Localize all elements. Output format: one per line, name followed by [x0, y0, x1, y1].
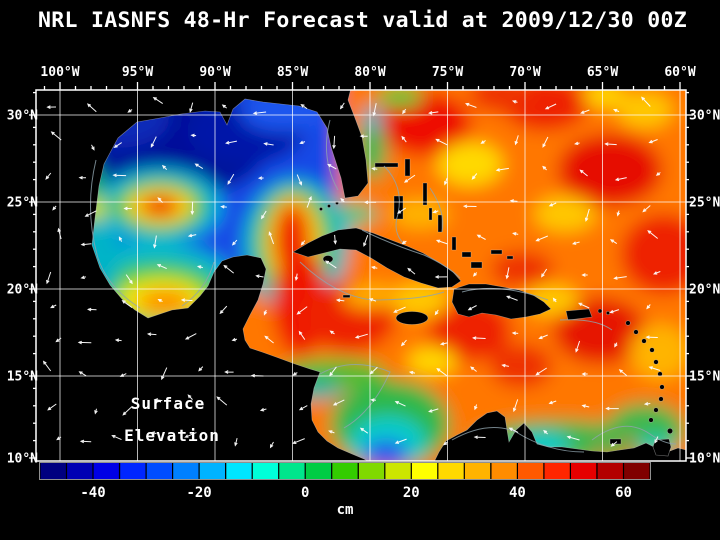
jamaica — [395, 311, 429, 325]
grid-lines — [36, 90, 686, 461]
latitude-label: 20°N — [689, 283, 720, 298]
colorbar: -40 -20 0 20 40 60 cm — [39, 462, 651, 518]
latitude-labels-right: 30°N 25°N 20°N 15°N 10°N — [689, 109, 720, 467]
map-area — [36, 90, 686, 461]
latitude-label: 15°N — [7, 370, 38, 385]
colorbar-border — [39, 462, 651, 480]
longitude-label: 70°W — [509, 65, 540, 80]
latitude-label: 30°N — [689, 109, 720, 124]
margarita — [609, 438, 622, 445]
colorbar-tick-label: 60 — [615, 485, 632, 501]
longitude-label: 85°W — [277, 65, 308, 80]
latitude-labels-left: 30°N 25°N 20°N 15°N 10°N — [7, 109, 38, 467]
latitude-label: 10°N — [7, 452, 38, 467]
colorbar-tick-label: 20 — [403, 485, 420, 501]
longitude-label: 60°W — [664, 65, 695, 80]
colorbar-tick-label: 40 — [509, 485, 526, 501]
longitude-label: 100°W — [40, 65, 79, 80]
vector-field — [42, 96, 661, 449]
longitude-label: 90°W — [199, 65, 230, 80]
longitude-label: 75°W — [432, 65, 463, 80]
latitude-label: 10°N — [689, 452, 720, 467]
longitude-labels: 100°W 95°W 90°W 85°W 80°W 75°W 70°W 65°W… — [40, 65, 695, 80]
latitude-label: 20°N — [7, 283, 38, 298]
longitude-label: 95°W — [122, 65, 153, 80]
colorbar-tick-label: -20 — [186, 485, 211, 501]
colorbar-segments — [40, 463, 650, 479]
longitude-label: 80°W — [354, 65, 385, 80]
latitude-label: 30°N — [7, 109, 38, 124]
latitude-label: 25°N — [7, 196, 38, 211]
cayman-islands — [342, 294, 351, 298]
field-label-line1: Surface — [131, 394, 205, 413]
lesser-antilles — [597, 308, 673, 434]
field-label-line2: Elevation — [124, 426, 220, 445]
longitude-label: 65°W — [587, 65, 618, 80]
colorbar-tick-labels: -40 -20 0 20 40 60 — [80, 485, 632, 501]
latitude-label: 15°N — [689, 370, 720, 385]
map-frame — [35, 89, 687, 462]
axis-ticks — [29, 82, 693, 459]
colorbar-tick-label: -40 — [80, 485, 105, 501]
trinidad — [652, 438, 672, 457]
plot-title: NRL IASNFS 48-Hr Forecast valid at 2009/… — [38, 8, 687, 33]
latitude-label: 25°N — [689, 196, 720, 211]
north-central-america — [36, 90, 369, 461]
colorbar-unit: cm — [337, 502, 354, 518]
bahamas — [374, 158, 514, 269]
colorbar-tick-label: 0 — [301, 485, 309, 501]
puerto-rico — [565, 308, 593, 321]
